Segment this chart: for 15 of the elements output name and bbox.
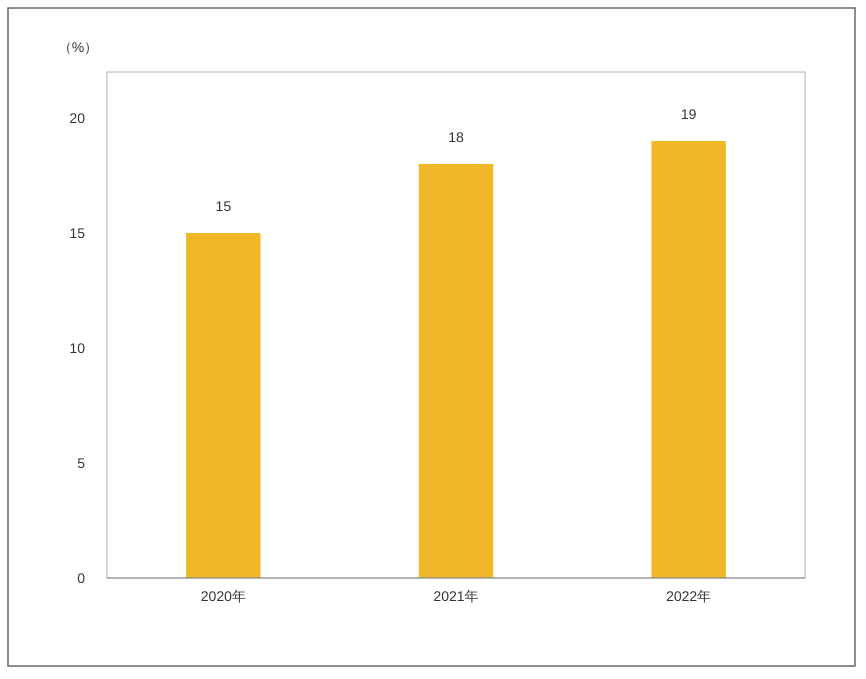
- y-tick-label: 15: [69, 225, 86, 241]
- x-tick-label: 2021年: [433, 588, 479, 604]
- data-label: 18: [448, 129, 464, 145]
- bar: [418, 164, 494, 578]
- y-tick-label: 20: [69, 110, 86, 126]
- x-tick-label: 2022年: [666, 588, 712, 604]
- y-tick-label: 5: [77, 455, 86, 471]
- data-label: 19: [680, 106, 697, 122]
- x-tick-label: 2020年: [200, 588, 246, 604]
- bar: [186, 233, 261, 578]
- y-tick-label: 10: [69, 340, 86, 356]
- y-axis-title: （%）: [58, 39, 98, 55]
- bar: [651, 141, 726, 578]
- data-label: 15: [216, 198, 232, 214]
- y-tick-label: 0: [77, 570, 86, 586]
